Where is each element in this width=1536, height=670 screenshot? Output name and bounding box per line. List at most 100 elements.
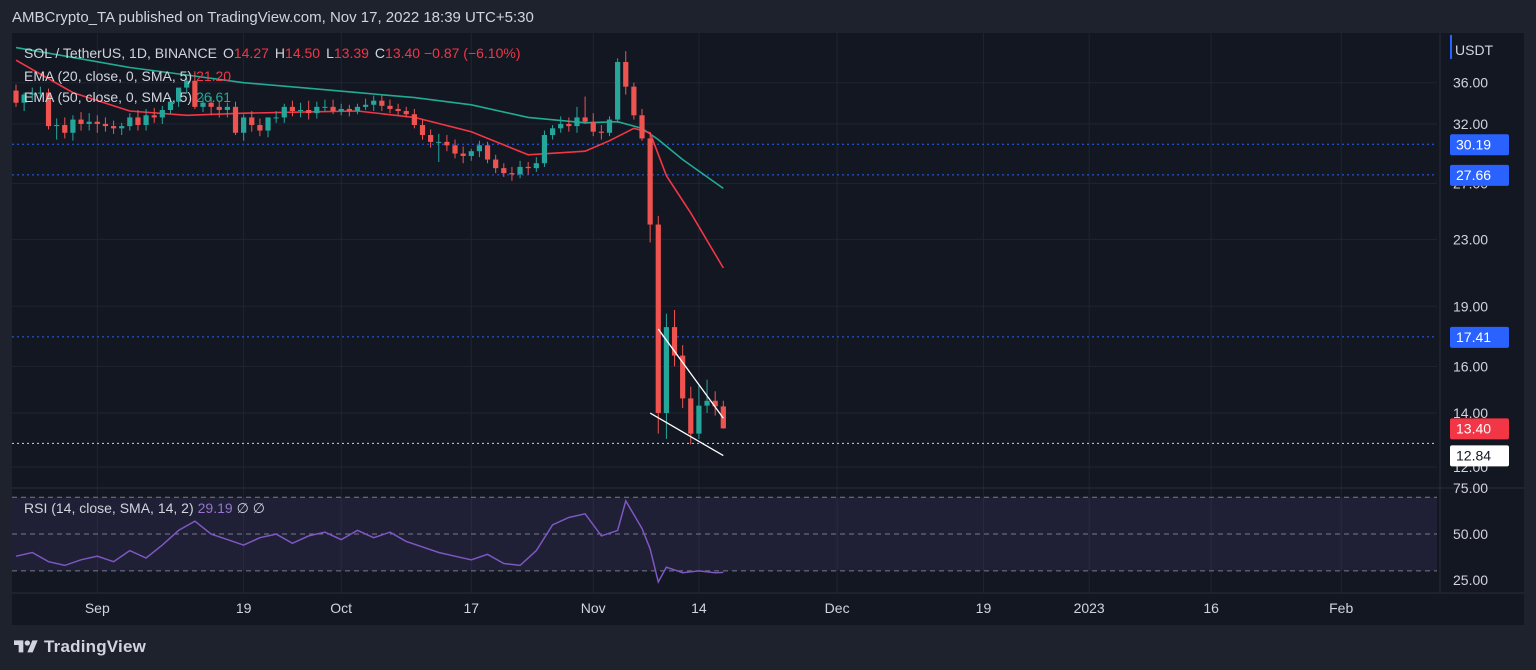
last-price-badge: 13.40 [1450,418,1509,440]
axes: 36.0032.0027.0023.0019.0016.0014.0012.00… [85,35,1509,616]
rsi-tick-label: 25.00 [1453,572,1488,588]
candle-body [346,108,352,112]
level-badge-27-bg [1450,164,1509,186]
candle [62,117,68,139]
low-value: 13.39 [333,45,369,61]
symbol-legend[interactable]: SOL / TetherUS, 1D, BINANCE O14.27 H14.50 L… [24,45,521,61]
rsi-label: RSI (14, close, SMA, 14, 2) [24,500,194,516]
close-value: 13.40 [385,45,421,61]
candle-body [62,125,68,133]
candle-body [403,111,409,115]
candle-body [639,115,645,139]
level-badge-27: 27.66 [1450,164,1509,186]
candle-body [541,135,548,164]
ema20-label: EMA (20, close, 0, SMA, 5) [24,68,193,84]
candle [493,154,499,174]
candle [200,97,206,113]
candle-body [387,105,393,109]
candle-body [45,92,52,127]
candle-body [493,159,499,169]
chart-canvas[interactable]: 36.0032.0027.0023.0019.0016.0014.0012.00… [12,33,1524,625]
level-badge-17: 17.41 [1450,326,1509,348]
time-tick-label: 19 [976,600,992,616]
level-badge-17-bg [1450,326,1509,348]
candle-body [151,115,157,118]
candle-body [680,355,686,399]
candle [436,133,442,162]
candle [224,102,230,118]
candle-body [428,135,434,142]
candle [371,95,377,112]
candle-body [314,106,320,114]
candle [265,117,271,138]
candle-body [241,117,247,133]
candle [135,109,141,131]
candle [655,215,661,434]
candle-body [444,141,450,146]
price-tick-label: 32.00 [1453,116,1488,132]
ema50-label: EMA (50, close, 0, SMA, 5) [24,89,193,105]
rsi-tick-label: 50.00 [1453,526,1488,542]
candle-body [590,121,596,132]
candle-body [54,125,60,127]
candle [232,101,239,136]
candle-body [484,145,491,160]
candle-body [362,104,369,107]
candle-body [289,106,296,112]
candle [330,99,336,115]
candle [273,111,279,123]
candle [281,103,287,123]
candle-body [78,119,84,124]
candle [517,160,523,179]
candle-body [517,166,523,175]
tradingview-logo-icon [14,640,38,653]
candle-body [306,109,312,114]
candle-body [232,106,239,133]
candle [297,102,304,118]
open-value: 14.27 [233,45,269,61]
last-price-badge-text: 13.40 [1456,420,1491,436]
time-tick-label: 14 [691,600,707,616]
candle [509,166,515,181]
ema20-legend[interactable]: EMA (20, close, 0, SMA, 5) 21.20 [24,68,231,84]
candle-body [13,90,19,103]
candle-body [86,121,92,124]
time-tick-label: Feb [1329,600,1353,616]
candle-body [663,327,669,414]
footer-brand: TradingView [44,637,147,656]
candle-body [631,86,637,116]
candle-body [615,61,621,120]
time-tick-label: Dec [825,600,850,616]
rsi-legend[interactable]: RSI (14, close, SMA, 14, 2) 29.19 ∅ ∅ [24,500,265,517]
candle-body [501,168,507,174]
candle-body [184,80,190,88]
price-tick-label: 23.00 [1453,231,1488,247]
price-tick-label: 19.00 [1453,298,1488,314]
candle [346,104,352,117]
candle-body [655,224,661,414]
ema50-value: 26.61 [196,89,232,105]
candle-body [224,106,230,110]
candle-body [257,125,263,131]
candle [452,139,458,159]
rsi-line [15,498,724,584]
ema50-legend[interactable]: EMA (50, close, 0, SMA, 5) 26.61 [24,89,231,105]
candle-body [208,102,214,107]
candle-body [623,61,629,87]
chart-area[interactable]: 36.0032.0027.0023.0019.0016.0014.0012.00… [12,33,1524,625]
candle [411,108,417,129]
level-badge-30-text: 30.19 [1456,136,1491,152]
candle [249,111,255,132]
footer-branding[interactable]: TradingView [14,637,146,657]
candle [13,84,19,107]
time-tick-label: Sep [85,600,110,616]
candle-body [273,117,279,119]
time-tick-label: Nov [581,600,606,616]
time-tick-label: 2023 [1074,600,1105,616]
candle [647,132,653,243]
ema20-value: 21.20 [196,68,232,84]
candle-body [127,117,133,127]
candle-body [476,145,483,152]
candle [639,108,645,141]
candle [192,71,198,109]
